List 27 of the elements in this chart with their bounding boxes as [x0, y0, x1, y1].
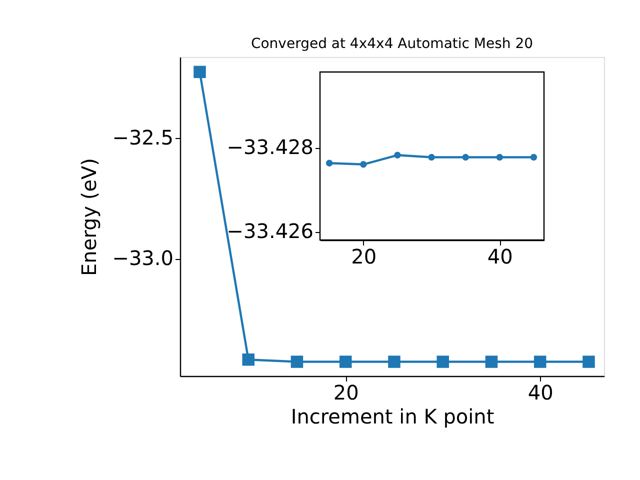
point: [530, 154, 538, 161]
point: [360, 161, 367, 168]
x-tick-label: 40: [487, 244, 513, 268]
y-tick-label: −33.0: [112, 246, 174, 270]
point: [290, 356, 304, 368]
point: [394, 152, 401, 159]
y-tick-label: −33.428: [226, 135, 314, 160]
y-axis-title: Energy (eV): [77, 158, 102, 276]
point: [496, 154, 504, 161]
point: [194, 66, 206, 78]
x-axis-title: Increment in K point: [290, 404, 494, 428]
point: [428, 154, 435, 161]
point: [462, 154, 469, 161]
x-tick-label: 20: [333, 380, 359, 404]
x-tick-label: 40: [528, 380, 554, 404]
point: [242, 353, 254, 366]
point: [436, 356, 449, 368]
point: [388, 356, 400, 368]
point: [485, 356, 498, 368]
y-tick-label: −33.426: [226, 219, 314, 244]
point: [582, 356, 595, 368]
point: [534, 356, 546, 368]
point: [326, 160, 333, 166]
x-tick-label: 20: [351, 244, 377, 268]
chart-title: Converged at 4x4x4 Automatic Mesh 20: [250, 36, 534, 52]
y-tick-label: −32.5: [112, 126, 174, 150]
point: [339, 356, 352, 368]
